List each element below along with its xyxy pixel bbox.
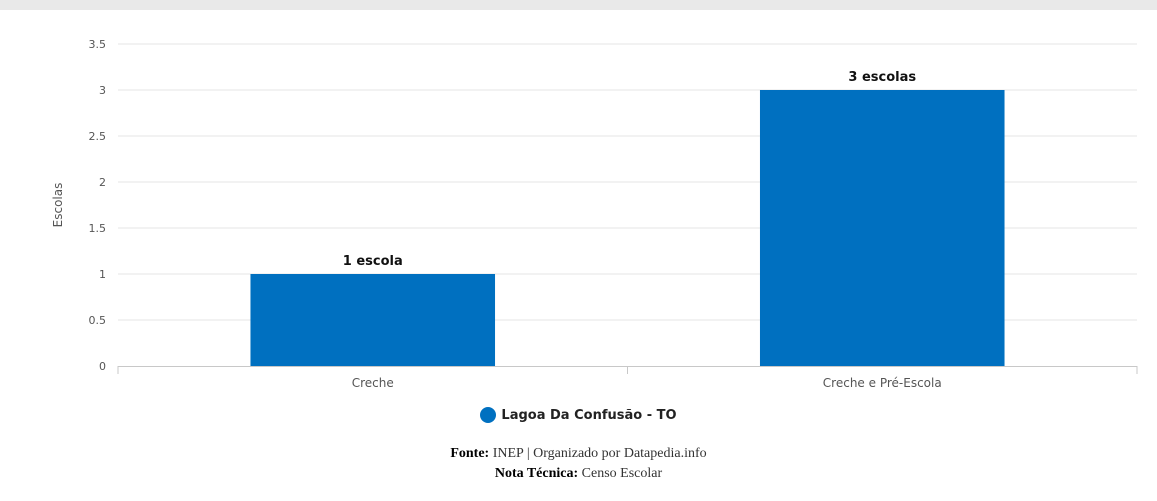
y-axis-title: Escolas (51, 183, 65, 228)
source-line: Fonte: INEP | Organizado por Datapedia.i… (0, 444, 1157, 464)
bar-data-label: 3 escolas (848, 70, 916, 85)
chart-container: 0 0.5 1 1.5 2 2.5 3 3.5 1 escola 3 escolas Crech… (0, 10, 1157, 501)
y-tick-label: 2.5 (89, 130, 107, 143)
x-category-label: Creche (352, 376, 394, 390)
legend-label: Lagoa Da Confusão - TO (501, 407, 677, 423)
bars (250, 90, 1005, 366)
bar-data-label: 1 escola (343, 254, 403, 269)
y-tick-label: 1 (99, 268, 106, 281)
source-label: Fonte: (450, 446, 490, 461)
credits: Fonte: INEP | Organizado por Datapedia.i… (0, 444, 1157, 484)
legend: Lagoa Da Confusão - TO (0, 407, 1157, 427)
bar (759, 90, 1005, 366)
note-label: Nota Técnica: (494, 466, 579, 481)
x-category-label: Creche e Pré-Escola (823, 376, 942, 390)
x-axis: Creche Creche e Pré-Escola (117, 366, 1138, 390)
source-text: INEP | Organizado por Datapedia.info (492, 446, 707, 461)
y-tick-label: 3 (99, 84, 106, 97)
bar-chart: 0 0.5 1 1.5 2 2.5 3 3.5 1 escola 3 escolas Crech… (51, 38, 1138, 390)
y-tick-label: 0 (99, 360, 106, 373)
legend-item[interactable]: Lagoa Da Confusão - TO (480, 407, 677, 423)
y-tick-label: 2 (99, 176, 106, 189)
y-tick-label: 0.5 (89, 314, 107, 327)
y-axis-ticks: 0 0.5 1 1.5 2 2.5 3 3.5 (89, 38, 107, 373)
note-text: Censo Escolar (581, 466, 663, 481)
legend-dot-icon (480, 407, 497, 423)
y-tick-label: 1.5 (89, 222, 107, 235)
bar (250, 274, 496, 366)
note-line: Nota Técnica: Censo Escolar (0, 464, 1157, 484)
data-labels: 1 escola 3 escolas (343, 70, 917, 269)
y-tick-label: 3.5 (89, 38, 107, 51)
